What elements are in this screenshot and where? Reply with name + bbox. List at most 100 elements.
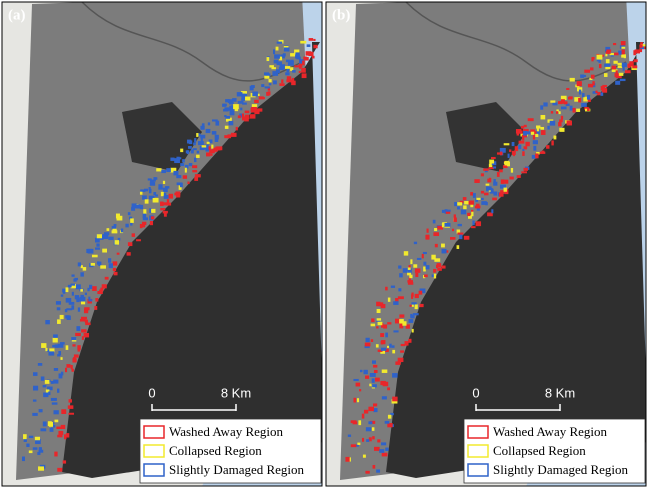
damage-patch [576, 109, 580, 112]
damage-patch [66, 364, 70, 368]
legend-label: Slightly Damaged Region [493, 462, 629, 477]
damage-patch [472, 221, 474, 226]
damage-patch [245, 97, 250, 101]
damage-patch [371, 324, 376, 327]
figure: (a)08 KmWashed Away RegionCollapsed Regi… [0, 0, 647, 489]
damage-patch [433, 232, 439, 236]
damage-patch [473, 193, 476, 198]
damage-patch [273, 80, 277, 84]
damage-patch [388, 298, 391, 302]
damage-patch [525, 146, 527, 149]
damage-patch [269, 79, 272, 82]
scale-label: 0 [472, 385, 479, 400]
damage-patch [559, 119, 563, 122]
damage-patch [72, 292, 74, 296]
scale-label: 8 Km [221, 385, 251, 400]
damage-patch [570, 106, 573, 111]
damage-patch [136, 239, 141, 241]
damage-patch [458, 224, 462, 226]
damage-patch [151, 209, 155, 213]
damage-patch [206, 129, 211, 133]
damage-patch [109, 263, 113, 268]
damage-patch [433, 220, 436, 224]
damage-patch [540, 152, 546, 154]
damage-patch [415, 273, 418, 277]
damage-patch [522, 151, 524, 156]
damage-patch [503, 165, 507, 168]
damage-patch [71, 305, 74, 309]
damage-patch [113, 261, 118, 265]
damage-patch [63, 460, 66, 463]
damage-patch [254, 100, 259, 103]
damage-patch [108, 258, 111, 263]
damage-patch [602, 88, 607, 93]
damage-patch [107, 228, 110, 231]
map-panel: (b)08 KmWashed Away RegionCollapsed Regi… [326, 0, 647, 486]
damage-patch [375, 378, 380, 382]
damage-patch [187, 150, 189, 154]
damage-patch [592, 57, 595, 60]
damage-patch [522, 137, 524, 140]
damage-patch [237, 92, 243, 96]
damage-patch [61, 409, 66, 414]
damage-patch [160, 208, 165, 210]
damage-patch [431, 255, 435, 260]
damage-patch [566, 88, 569, 90]
damage-patch [53, 338, 58, 343]
damage-patch [511, 168, 513, 173]
damage-patch [66, 287, 69, 292]
damage-patch [302, 73, 307, 78]
damage-patch [551, 140, 553, 145]
damage-patch [561, 107, 567, 110]
damage-patch [501, 179, 505, 183]
damage-patch [519, 131, 522, 134]
damage-patch [491, 157, 496, 159]
damage-patch [393, 330, 398, 332]
damage-patch [75, 333, 81, 336]
damage-patch [500, 190, 504, 193]
damage-patch [281, 79, 283, 83]
damage-patch [191, 149, 194, 153]
damage-patch [533, 135, 535, 140]
damage-patch [226, 108, 230, 111]
damage-patch [26, 444, 29, 447]
damage-patch [377, 439, 380, 442]
damage-patch [517, 175, 521, 178]
damage-patch [35, 437, 40, 440]
damage-patch [415, 294, 419, 298]
damage-patch [376, 344, 379, 347]
damage-patch [43, 421, 47, 426]
damage-patch [161, 192, 164, 196]
damage-patch [578, 98, 581, 102]
damage-patch [457, 233, 463, 235]
damage-patch [457, 206, 460, 209]
damage-patch [533, 146, 536, 151]
damage-patch [45, 320, 50, 324]
damage-patch [114, 272, 118, 276]
damage-patch [410, 259, 412, 264]
damage-patch [613, 61, 617, 64]
damage-patch [313, 39, 315, 41]
damage-patch [155, 194, 158, 196]
damage-patch [200, 135, 205, 139]
damage-patch [509, 149, 511, 152]
damage-patch [286, 60, 290, 63]
damage-patch [459, 234, 462, 239]
damage-patch [80, 272, 84, 276]
damage-patch [66, 298, 72, 303]
damage-patch [217, 146, 222, 150]
legend-label: Collapsed Region [493, 443, 586, 458]
damage-patch [61, 295, 64, 297]
damage-patch [105, 277, 109, 280]
damage-patch [238, 115, 241, 118]
damage-patch [413, 264, 417, 267]
damage-patch [41, 376, 45, 380]
damage-patch [72, 274, 75, 276]
damage-patch [158, 188, 163, 190]
damage-patch [409, 319, 414, 323]
damage-patch [470, 192, 473, 195]
damage-patch [412, 329, 414, 333]
damage-patch [399, 273, 403, 277]
damage-patch [531, 132, 534, 135]
damage-patch [616, 76, 622, 78]
